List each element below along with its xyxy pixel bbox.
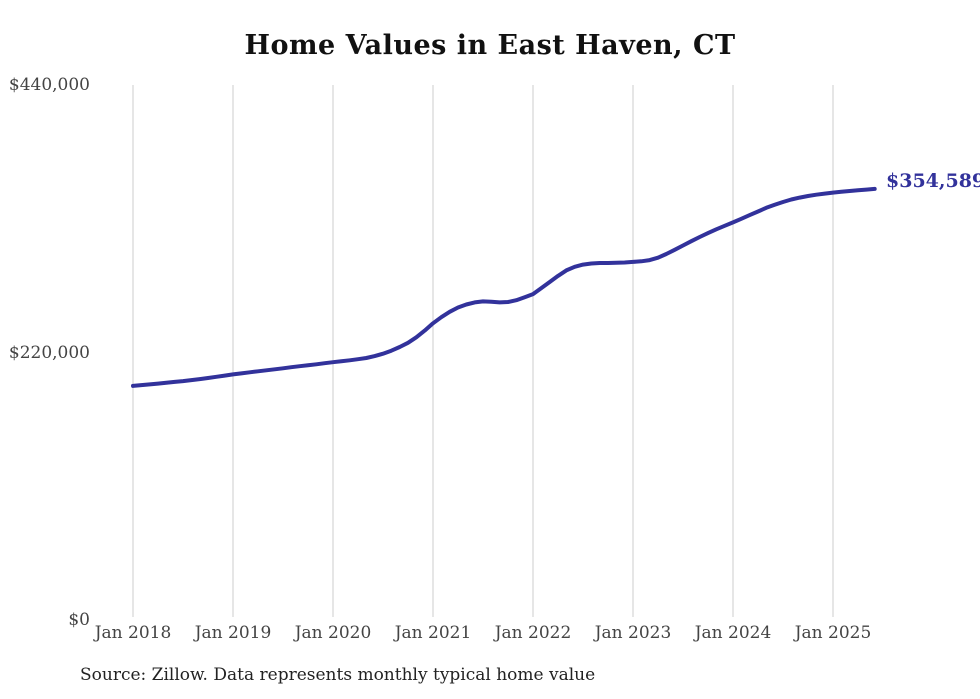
x-tick-label: Jan 2019 xyxy=(194,623,272,643)
chart-title: Home Values in East Haven, CT xyxy=(244,30,736,61)
y-tick-label: $0 xyxy=(68,610,90,630)
x-tick-label: Jan 2023 xyxy=(594,623,672,643)
y-tick-label: $440,000 xyxy=(8,75,90,95)
x-tick-label: Jan 2025 xyxy=(794,623,872,643)
end-value-label: $354,589 xyxy=(886,170,980,192)
value-line xyxy=(131,186,877,388)
y-tick-label: $220,000 xyxy=(8,342,90,363)
source-note: Source: Zillow. Data represents monthly … xyxy=(80,665,596,685)
x-tick-label: Jan 2022 xyxy=(494,623,572,643)
x-tick-label: Jan 2021 xyxy=(394,623,472,643)
x-tick-label: Jan 2018 xyxy=(94,623,172,643)
x-tick-label: Jan 2020 xyxy=(294,623,372,643)
x-tick-label: Jan 2024 xyxy=(694,623,772,643)
